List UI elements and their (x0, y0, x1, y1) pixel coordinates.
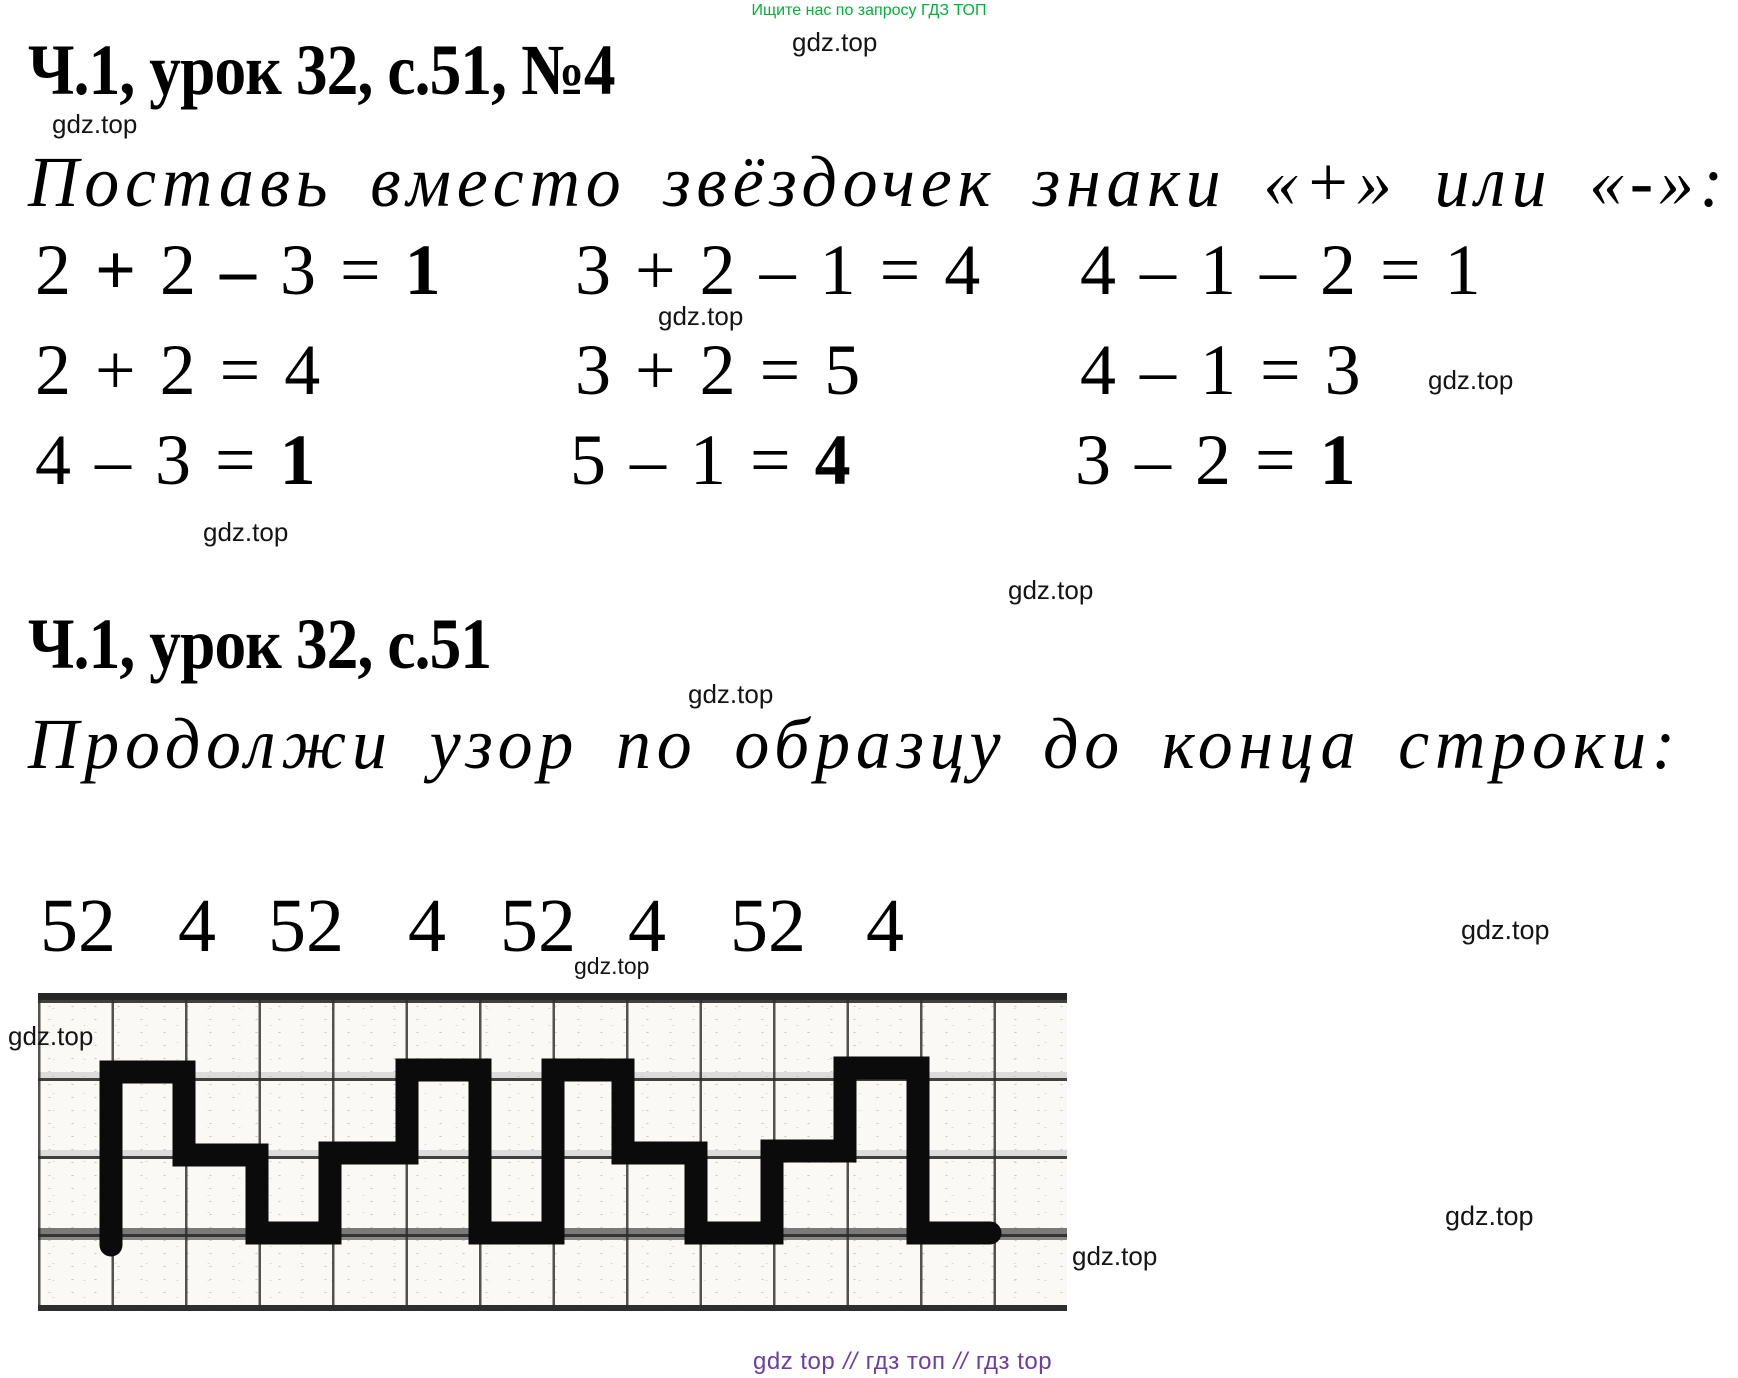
equation: 2 + 2 = 4 (35, 334, 320, 406)
equation-term: 3 (280, 230, 317, 310)
equation-term: – (1140, 230, 1176, 310)
equation-term: + (635, 330, 676, 410)
equation-term: 4 (35, 420, 71, 500)
equation-term: 1 (690, 420, 726, 500)
zigzag-polyline (99, 1056, 1002, 1257)
watermark-gdz: gdz.top (1445, 1201, 1534, 1231)
equation-term: 1 (1444, 230, 1481, 310)
equation-term: = (1255, 420, 1296, 500)
equation-term: 3 (1075, 420, 1111, 500)
footer-link[interactable]: гдз топ (865, 1348, 946, 1375)
watermark-gdz: gdz.top (658, 301, 744, 331)
equation-term: = (340, 230, 381, 310)
equation: 4 – 3 = 1 (35, 424, 316, 496)
equation-term: + (95, 330, 136, 410)
footer-links: gdz top // гдз топ // гдз top (753, 1348, 1052, 1376)
footer-link[interactable]: gdz top (753, 1348, 836, 1375)
equation-term: – (630, 420, 666, 500)
equation-term: 5 (824, 330, 861, 410)
equation-term: – (1135, 420, 1171, 500)
equation-term: 2 (35, 330, 71, 410)
section2-instruction: Продолжи узор по образцу до конца строки… (28, 704, 1682, 784)
equation-term: 2 (699, 330, 736, 410)
equation-term: 2 (159, 330, 196, 410)
equation-term: 3 (1324, 330, 1361, 410)
equation-term: = (879, 230, 921, 310)
equation-answer: 1 (1319, 420, 1356, 500)
section2-title: Ч.1, урок 32, с.51 (28, 604, 492, 684)
equation-term: – (1140, 330, 1176, 410)
equation-term: 5 (570, 420, 606, 500)
equation-term: – (95, 420, 131, 500)
pattern-zigzag-drawing (99, 1056, 1002, 1257)
equation-term: 4 (944, 230, 981, 310)
pattern-number: 4 (628, 884, 666, 968)
pattern-number: 52 (268, 884, 344, 968)
watermark-gdz: gdz.top (1428, 365, 1514, 395)
equation: 3 + 2 = 5 (575, 334, 860, 406)
equation-term: 2 (160, 230, 197, 310)
pattern-number: 52 (40, 884, 116, 968)
equation-term: 3 (575, 230, 611, 310)
equation-term: = (1260, 330, 1301, 410)
equation-term: + (635, 230, 676, 310)
pattern-number: 52 (730, 884, 806, 968)
section1-title: Ч.1, урок 32, с.51, №4 (28, 30, 616, 110)
equation-term: 4 (284, 330, 321, 410)
watermark-gdz: gdz.top (574, 953, 650, 979)
equation-term: – (759, 230, 796, 310)
watermark-gdz: gdz.top (792, 27, 878, 57)
watermark-gdz: gdz.top (8, 1021, 94, 1051)
equation: 3 + 2 – 1 = 4 (575, 234, 980, 306)
section1-instruction: Поставь вместо звёздочек знаки «+» или «… (28, 142, 1729, 222)
equation-term: 1 (819, 230, 856, 310)
equation-term: 2 (699, 230, 736, 310)
watermark-gdz: gdz.top (1072, 1241, 1158, 1271)
watermark-gdz: gdz.top (1008, 575, 1094, 605)
equation-term: = (1380, 230, 1421, 310)
equation: 3 – 2 = 1 (1075, 424, 1356, 496)
equation-term: 4 (1080, 230, 1116, 310)
equation-term: 2 (35, 230, 71, 310)
pattern-number: 4 (866, 884, 904, 968)
equation-term: = (219, 330, 261, 410)
equation-term: 1 (1200, 230, 1236, 310)
footer-link[interactable]: гдз top (975, 1348, 1053, 1375)
equation: 4 – 1 – 2 = 1 (1080, 234, 1481, 306)
equation-term: 2 (1195, 420, 1231, 500)
equation: 2 + 2 – 3 = 1 (35, 234, 441, 306)
equation: 5 – 1 = 4 (570, 424, 851, 496)
equation-term: = (750, 420, 791, 500)
pattern-number: 4 (408, 884, 446, 968)
equation-answer: 1 (279, 420, 316, 500)
watermark-gdz: gdz.top (1461, 915, 1550, 945)
equation-term: 2 (1320, 230, 1356, 310)
equation-term: 3 (575, 330, 611, 410)
equation-answer: 1 (404, 230, 441, 310)
watermark-gdz: gdz.top (203, 517, 289, 547)
footer-separator: // (953, 1348, 968, 1375)
equation-answer: – (220, 230, 257, 310)
equation-term: = (759, 330, 801, 410)
footer-separator: // (843, 1348, 858, 1375)
equation-term: 3 (155, 420, 191, 500)
equation-answer: 4 (814, 420, 851, 500)
equation-term: – (1260, 230, 1296, 310)
equation-term: = (215, 420, 256, 500)
watermark-gdz: gdz.top (688, 679, 774, 709)
watermark-gdz: gdz.top (52, 109, 138, 139)
pattern-number: 4 (178, 884, 216, 968)
equation-term: 4 (1080, 330, 1116, 410)
pattern-number: 52 (500, 884, 576, 968)
promo-banner: Ищите нас по запросу ГДЗ ТОП (751, 2, 987, 19)
equation-answer: + (95, 230, 137, 310)
equation: 4 – 1 = 3 (1080, 334, 1361, 406)
equation-term: 1 (1200, 330, 1236, 410)
